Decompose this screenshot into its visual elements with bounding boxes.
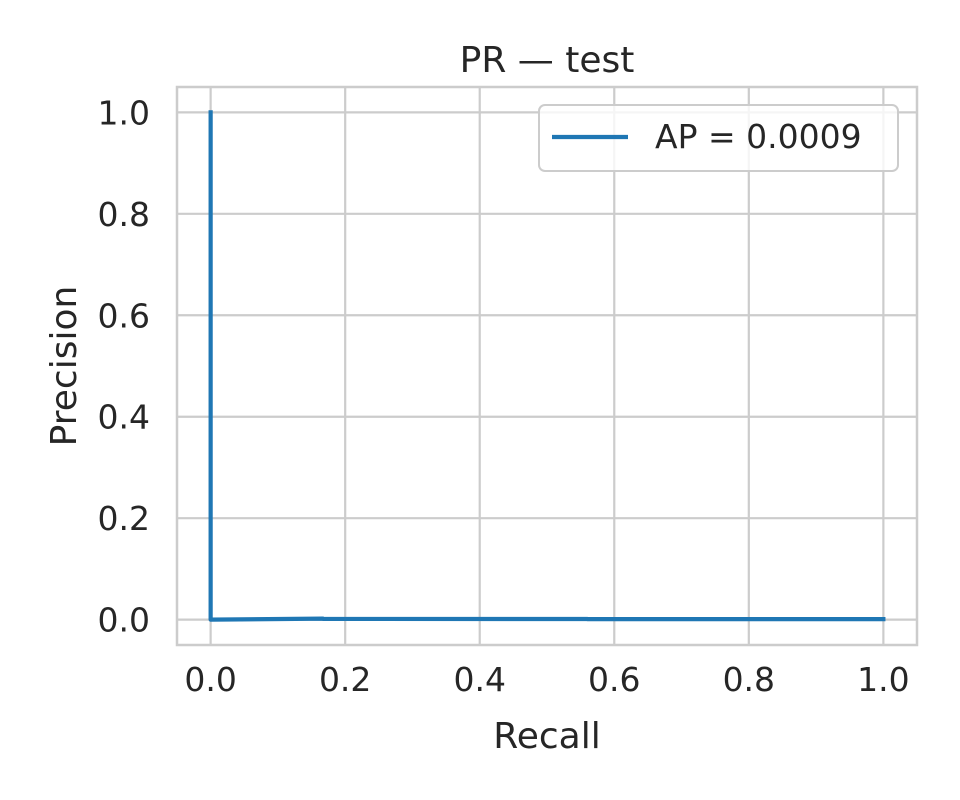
tick-labels: 0.0 0.2 0.4 0.6 0.8 1.0 0.0 0.2 0.4 0.6 0.8 1.0	[98, 93, 910, 699]
y-tick-label-2: 0.4	[98, 398, 150, 437]
y-axis-title: Precision	[44, 286, 85, 447]
series-line-0	[208, 110, 886, 622]
legend-box	[538, 104, 899, 172]
legend-label: AP = 0.0009	[655, 117, 862, 156]
chart-title: PR — test	[460, 40, 635, 81]
x-tick-label-4: 0.8	[723, 660, 775, 699]
y-tick-label-5: 1.0	[98, 93, 150, 132]
series-layer	[208, 110, 886, 622]
legend: AP = 0.0009	[538, 104, 899, 172]
x-axis-title: Recall	[493, 716, 600, 757]
plot-frame	[175, 85, 919, 647]
x-tick-label-0: 0.0	[184, 660, 236, 699]
y-tick-label-1: 0.2	[98, 499, 150, 538]
y-tick-label-4: 0.8	[98, 195, 150, 234]
y-tick-label-3: 0.6	[98, 296, 150, 335]
x-tick-label-1: 0.2	[319, 660, 371, 699]
x-tick-label-3: 0.6	[588, 660, 640, 699]
x-tick-label-2: 0.4	[453, 660, 505, 699]
x-tick-label-5: 1.0	[857, 660, 909, 699]
y-tick-label-0: 0.0	[98, 601, 150, 640]
